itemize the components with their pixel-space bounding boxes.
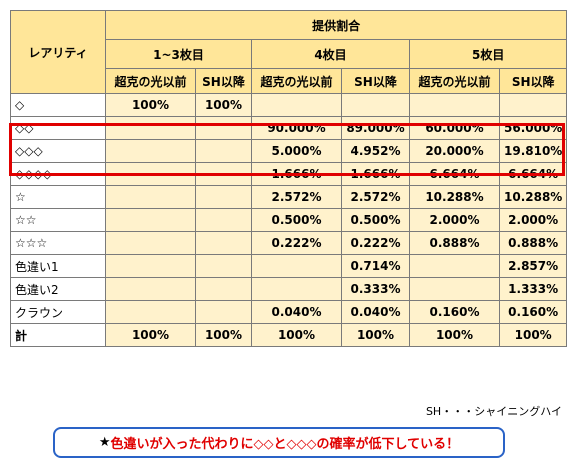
subheader: SH以降 [195, 68, 252, 94]
table-row: 計 100% 100% 100% 100% 100% 100% [10, 323, 568, 347]
alert-message: 色違いが入った代わりに◇◇と◇◇◇の確率が低下している！ [110, 437, 460, 452]
rate-cell: 0.714% [341, 254, 410, 278]
table-row: ☆ 2.572% 2.572% 10.288% 10.288% [10, 185, 568, 209]
alert-banner: ★ 色違いが入った代わりに◇◇と◇◇◇の確率が低下している！ [53, 427, 505, 458]
rate-cell [498, 93, 568, 117]
highlight-box [9, 123, 565, 176]
rarity-name: ◇◇ [10, 116, 106, 140]
rate-cell: 2.572% [341, 185, 410, 209]
rate-cell: 20.000% [409, 139, 500, 163]
rate-cell [409, 277, 500, 301]
subheader: 超克の光以前 [251, 68, 342, 94]
table-row: クラウン 0.040% 0.040% 0.160% 0.160% [10, 300, 568, 324]
subheader: SH以降 [341, 68, 410, 94]
rate-cell: 0.040% [251, 300, 342, 324]
rate-cell [341, 93, 410, 117]
rate-cell [105, 208, 196, 232]
rarity-name: 色違い1 [10, 254, 106, 278]
rate-cell: 0.040% [341, 300, 410, 324]
table-row: ◇ 100% 100% [10, 93, 568, 117]
rate-cell [105, 300, 196, 324]
rarity-name: ☆☆☆ [10, 231, 106, 255]
rate-cell [105, 254, 196, 278]
rate-cell: 89.000% [341, 116, 410, 140]
rate-cell [105, 116, 196, 140]
rate-cell: 0.222% [251, 231, 342, 255]
rate-cell [409, 254, 500, 278]
rate-cell: 0.333% [341, 277, 410, 301]
rarity-name: クラウン [10, 300, 106, 324]
rarity-name: ☆ [10, 185, 106, 209]
sh-note: SH・・・シャイニングハイ [425, 405, 562, 418]
subheader: 超克の光以前 [105, 68, 196, 94]
group-header-4: 4枚目 [251, 39, 410, 69]
rarity-name: ◇◇◇ [10, 139, 106, 163]
rate-cell: 1.333% [498, 277, 568, 301]
rarity-header: レアリティ [10, 10, 106, 94]
group-header-1-3: 1~3枚目 [105, 39, 252, 69]
rate-cell [195, 300, 252, 324]
rate-cell: 2.572% [251, 185, 342, 209]
rate-cell [409, 93, 500, 117]
group-header-5: 5枚目 [408, 39, 568, 69]
rate-cell [195, 277, 252, 301]
star-icon: ★ [98, 435, 111, 450]
rate-cell [251, 277, 342, 301]
rate-cell: 100% [105, 323, 196, 347]
rate-cell: 100% [251, 323, 342, 347]
rate-cell: 100% [409, 323, 500, 347]
rate-cell: 19.810% [498, 139, 568, 163]
rate-cell: 0.888% [409, 231, 500, 255]
table-row: ☆☆☆ 0.222% 0.222% 0.888% 0.888% [10, 231, 568, 255]
rate-cell [251, 93, 342, 117]
rarity-name: ☆☆ [10, 208, 106, 232]
rate-cell: 100% [341, 323, 410, 347]
rate-cell: 0.500% [341, 208, 410, 232]
rate-cell: 2.857% [498, 254, 568, 278]
rate-cell [195, 208, 252, 232]
rate-cell: 10.288% [498, 185, 568, 209]
rate-cell: 0.888% [498, 231, 568, 255]
rate-cell [195, 231, 252, 255]
table-body: ◇ 100% 100% ◇◇ 90.000% 89.000% 60.000% 56.000% ◇… [10, 93, 568, 347]
rate-cell: 10.288% [409, 185, 500, 209]
rate-cell: 100% [195, 93, 252, 117]
rate-cell [105, 277, 196, 301]
rarity-name: 計 [10, 323, 106, 347]
rate-cell: 100% [195, 323, 252, 347]
rate-cell: 4.952% [341, 139, 410, 163]
rate-cell: 0.500% [251, 208, 342, 232]
rate-cell: 0.222% [341, 231, 410, 255]
rate-cell [195, 116, 252, 140]
rate-cell [251, 254, 342, 278]
table-row: ◇◇◇ 5.000% 4.952% 20.000% 19.810% [10, 139, 568, 163]
table-row: ☆☆ 0.500% 0.500% 2.000% 2.000% [10, 208, 568, 232]
table-row: 色違い1 0.714% 2.857% [10, 254, 568, 278]
rate-cell: 100% [498, 323, 568, 347]
rate-cell: 5.000% [251, 139, 342, 163]
rate-cell [105, 139, 196, 163]
subheader: SH以降 [498, 68, 568, 94]
rate-cell: 2.000% [498, 208, 568, 232]
rate-cell: 100% [105, 93, 196, 117]
rarity-rate-table: レアリティ 提供割合 1~3枚目 4枚目 5枚目 超克の光以前 SH以降 超克の… [10, 10, 568, 347]
rate-cell [105, 185, 196, 209]
rate-cell: 0.160% [498, 300, 568, 324]
rate-cell: 2.000% [409, 208, 500, 232]
rate-cell: 0.160% [409, 300, 500, 324]
rate-cell [195, 185, 252, 209]
subheader: 超克の光以前 [409, 68, 500, 94]
rate-cell [195, 254, 252, 278]
rarity-name: 色違い2 [10, 277, 106, 301]
table-row: 色違い2 0.333% 1.333% [10, 277, 568, 301]
rarity-name: ◇ [10, 93, 106, 117]
rate-cell [105, 231, 196, 255]
rate-header: 提供割合 [104, 10, 568, 40]
